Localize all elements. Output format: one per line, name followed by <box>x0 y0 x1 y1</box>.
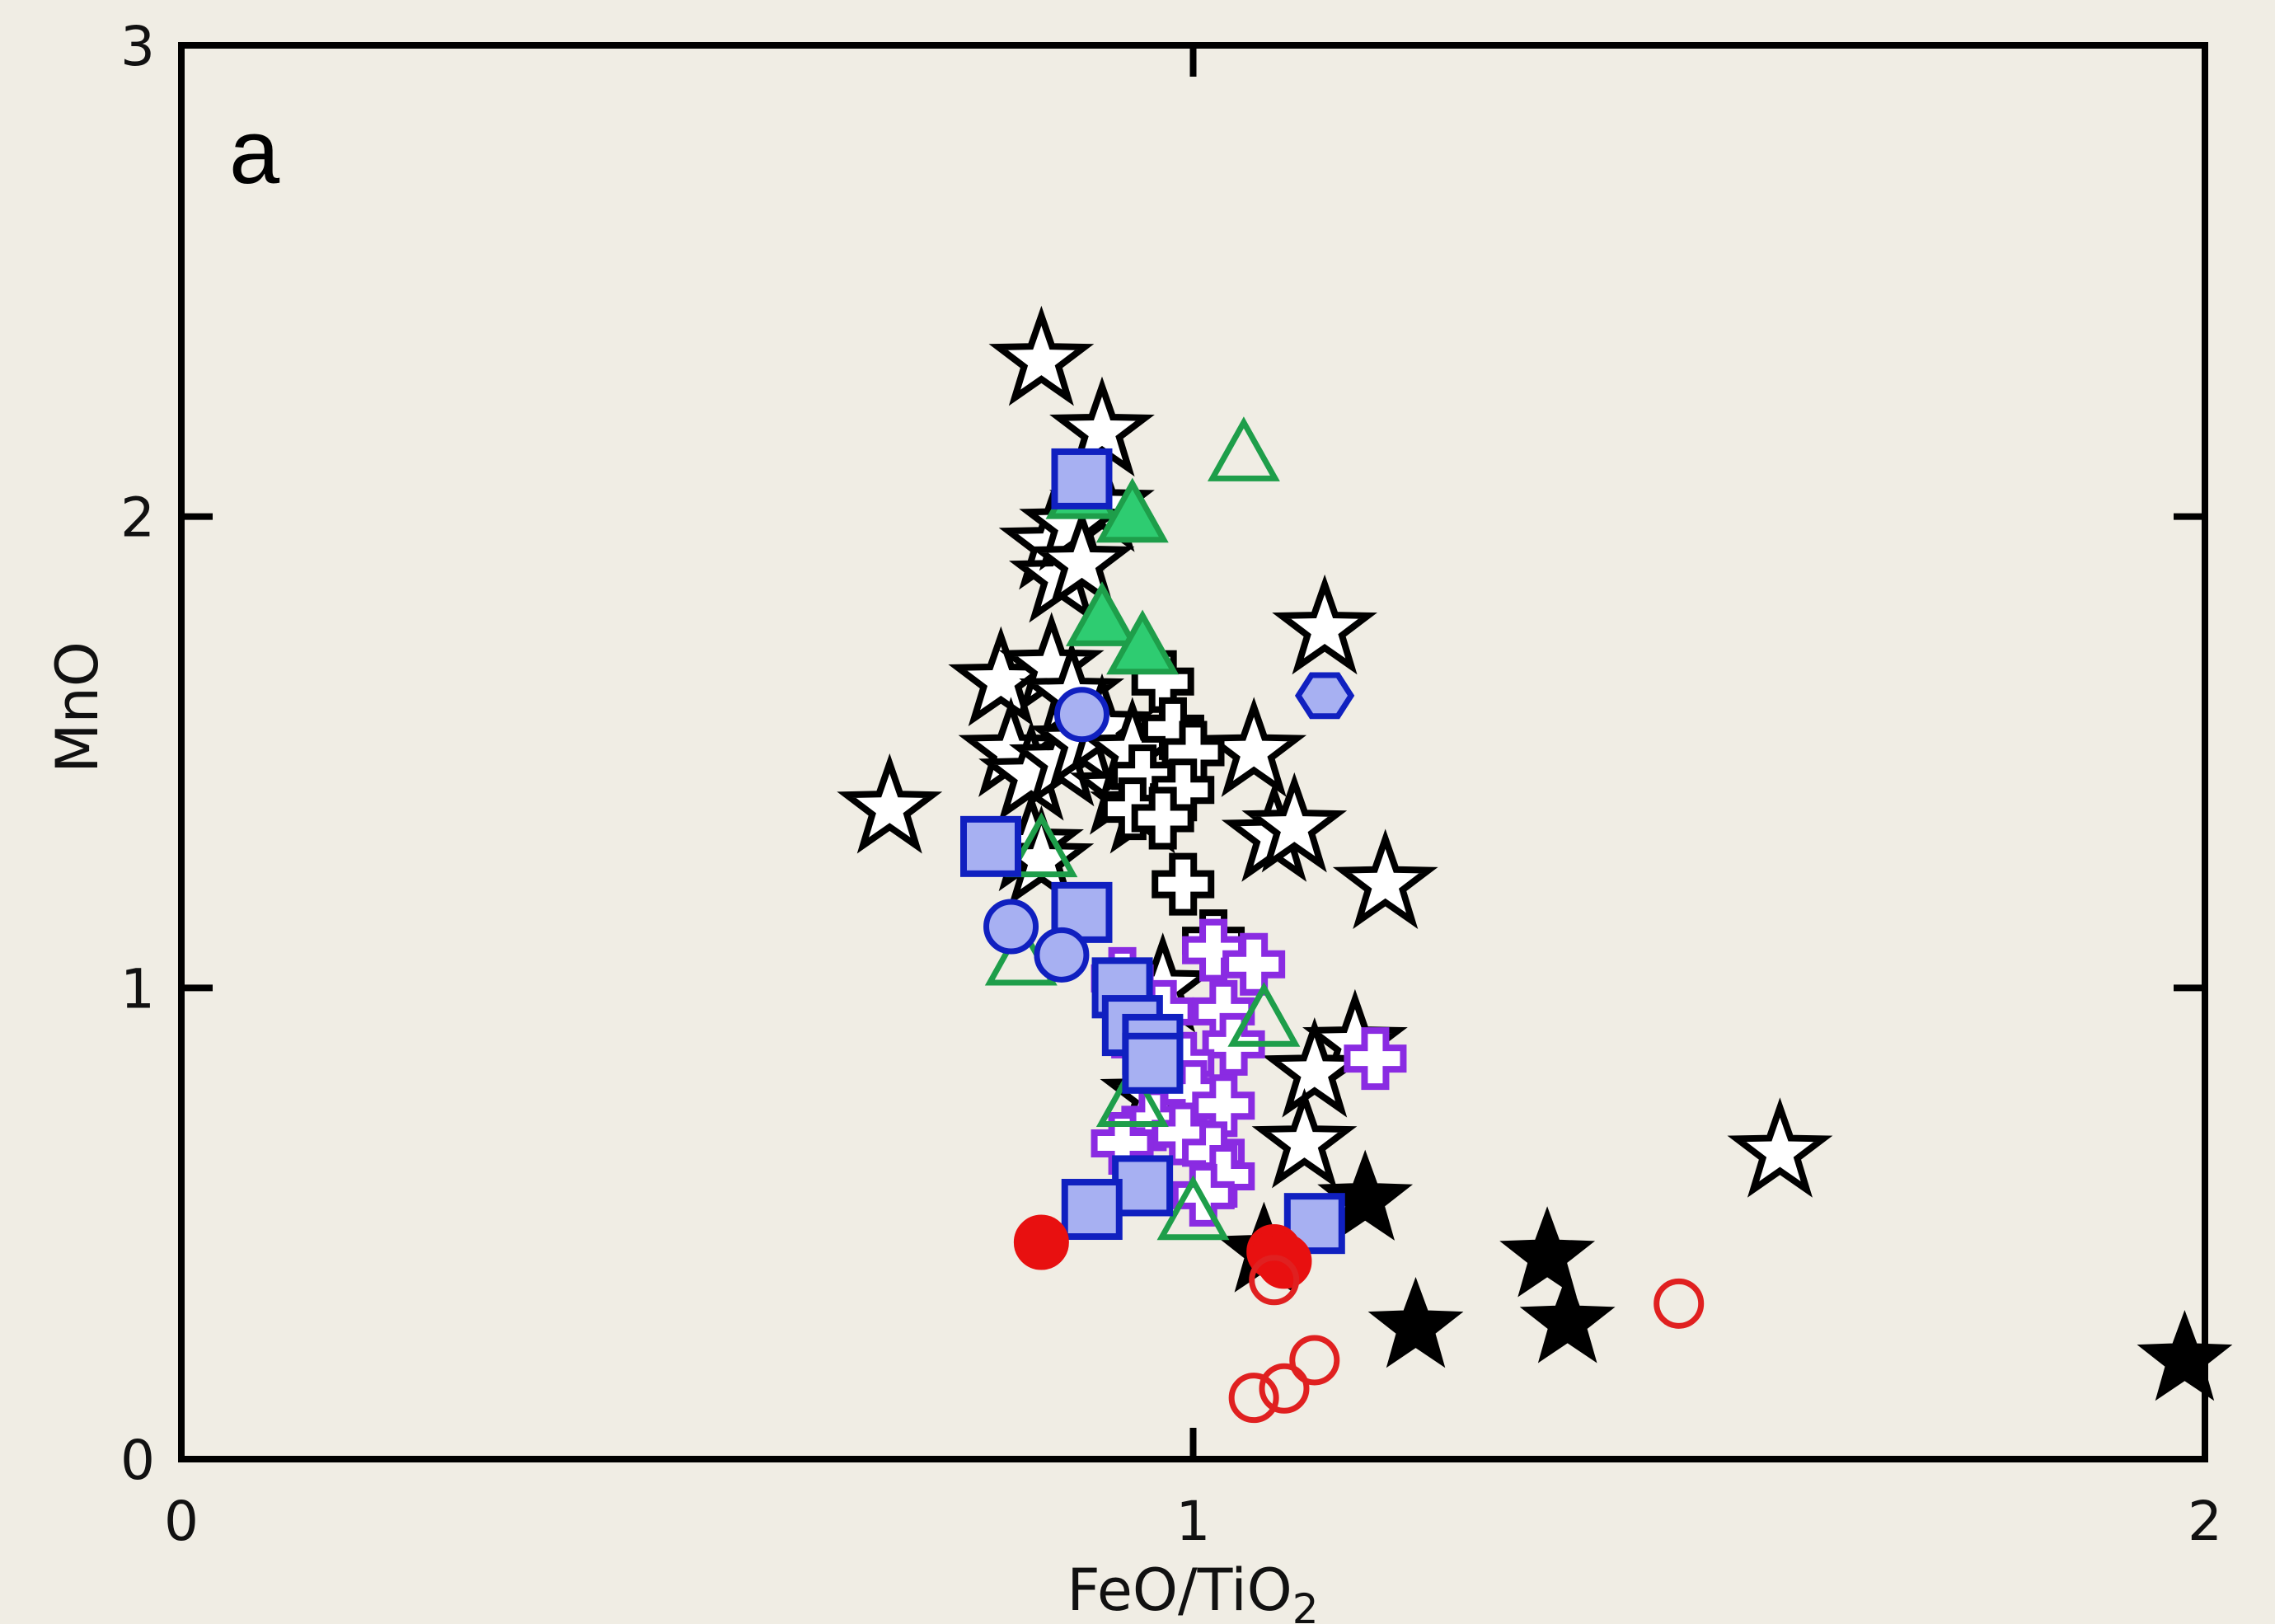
y-tick-label: 0 <box>120 1429 155 1492</box>
data-point-cross-open <box>1152 852 1215 916</box>
data-point-circle-filled <box>983 899 1039 955</box>
data-point-triangle-open <box>1005 812 1078 878</box>
data-point-circle-open <box>1249 1255 1300 1306</box>
data-point-cross-open <box>1192 1074 1255 1138</box>
data-point-triangle-open <box>1156 1175 1230 1241</box>
y-axis-title: MnO <box>44 641 111 773</box>
data-point-square-filled <box>1051 448 1113 509</box>
data-point-star-open <box>1201 697 1307 797</box>
data-point-square-filled <box>1122 1032 1184 1094</box>
x-tick-label: 1 <box>1176 1490 1211 1553</box>
data-point-triangle-filled <box>1095 477 1169 543</box>
data-point-star-filled <box>1367 1276 1464 1368</box>
data-point-star-open <box>1251 1087 1358 1189</box>
data-point-circle-filled <box>1034 927 1090 983</box>
data-point-circle-open <box>1653 1278 1705 1329</box>
data-point-cross-open <box>1131 786 1194 850</box>
data-point-star-open <box>1029 508 1135 609</box>
data-point-hexagon-filled <box>1294 672 1355 720</box>
y-tick-label: 1 <box>120 957 155 1021</box>
data-point-square-filled <box>1112 1155 1174 1217</box>
data-point-cross-open <box>1344 1027 1407 1091</box>
data-point-star-open <box>837 753 943 854</box>
x-axis-title: FeO/TiO2 <box>1067 1556 1318 1624</box>
data-point-triangle-filled <box>1066 581 1138 646</box>
x-tick-label: 2 <box>2188 1490 2222 1553</box>
data-point-star-filled <box>1519 1272 1616 1364</box>
data-point-square-filled <box>1061 1179 1123 1241</box>
data-point-star-filled <box>2137 1310 2233 1401</box>
data-point-star-open <box>1727 1097 1833 1198</box>
y-tick-label: 3 <box>120 15 155 78</box>
data-point-triangle-open <box>1227 982 1301 1047</box>
panel-label: a <box>229 101 280 203</box>
data-point-circle-filled <box>1013 1214 1069 1270</box>
data-point-star-open <box>1332 828 1438 929</box>
data-point-circle-filled <box>1053 687 1109 743</box>
x-axis-title-subscript: 2 <box>1292 1585 1319 1624</box>
marker-layer <box>837 305 2233 1424</box>
tick-layer: 0 1 2 0 1 2 3 <box>120 15 2222 1553</box>
data-point-star-filled <box>1499 1206 1596 1298</box>
data-point-square-filled <box>960 815 1021 877</box>
data-point-triangle-open <box>1095 1062 1169 1127</box>
y-tick-label: 2 <box>120 486 155 550</box>
data-point-star-filled <box>1317 1149 1414 1241</box>
x-tick-label: 0 <box>164 1490 199 1553</box>
data-point-triangle-filled <box>1106 609 1180 675</box>
data-point-circle-open <box>1259 1363 1310 1414</box>
data-point-star-open <box>1272 574 1377 675</box>
data-point-circle-open <box>1289 1335 1340 1386</box>
data-point-circle-open <box>1228 1373 1279 1424</box>
data-point-star-open <box>1241 772 1348 873</box>
x-axis-title-main: FeO/TiO <box>1067 1556 1292 1624</box>
data-point-triangle-open <box>1207 416 1280 481</box>
data-point-star-open <box>988 305 1095 406</box>
